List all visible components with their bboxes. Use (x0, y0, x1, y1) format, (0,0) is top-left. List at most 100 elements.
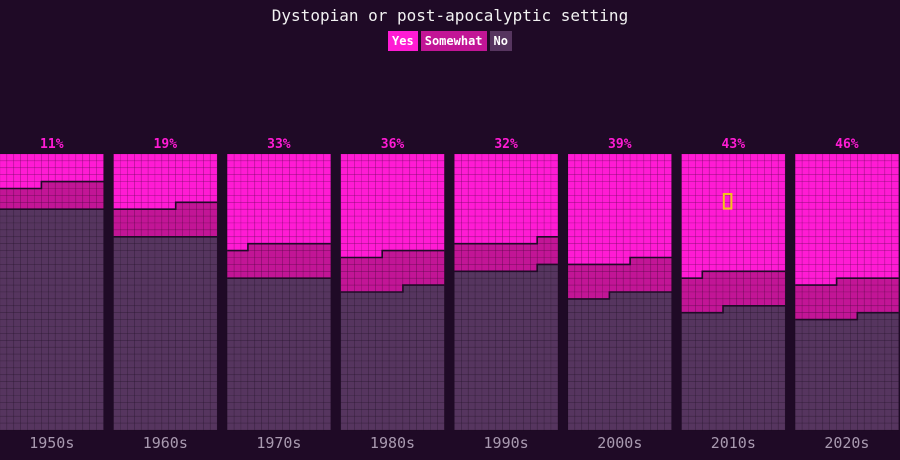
waffle-cell (629, 181, 638, 189)
waffle-cell (82, 319, 91, 327)
waffle-cell (708, 319, 717, 327)
waffle-cell (6, 402, 15, 410)
waffle-cell (209, 333, 218, 341)
waffle-cell (636, 277, 645, 286)
waffle-cell (615, 422, 624, 431)
waffle-cell (347, 388, 355, 396)
waffle-cell (203, 422, 211, 431)
waffle-cell (643, 160, 652, 169)
waffle-cell (189, 312, 197, 320)
waffle-cell (460, 388, 469, 396)
waffle-cell (402, 236, 411, 245)
waffle-cell (622, 381, 631, 389)
waffle-cell (423, 333, 431, 341)
waffle-cell (701, 374, 710, 382)
waffle-cell (701, 160, 710, 169)
waffle-cell (13, 333, 22, 341)
waffle-cell (254, 167, 263, 176)
waffle-cell (681, 333, 689, 341)
waffle-cell (168, 270, 177, 279)
waffle-cell (354, 402, 362, 410)
waffle-cell (89, 236, 97, 245)
legend-item-somewhat[interactable]: Somewhat (420, 31, 487, 51)
waffle-cell (843, 229, 851, 238)
waffle-cell (54, 353, 63, 362)
waffle-cell (664, 402, 672, 410)
waffle-cell (743, 243, 751, 251)
highlighted-cell[interactable] (722, 193, 733, 210)
waffle-cell (282, 408, 290, 417)
waffle-cell (275, 202, 283, 210)
waffle-cell (529, 229, 538, 238)
waffle-cell (61, 229, 70, 238)
legend-item-yes[interactable]: Yes (388, 31, 418, 51)
waffle-cell (430, 167, 438, 176)
waffle-cell (0, 160, 8, 169)
waffle-cell (536, 408, 545, 417)
waffle-cell (529, 236, 538, 245)
waffle-cell (295, 202, 304, 210)
yes-somewhat-boundary (795, 277, 899, 286)
waffle-cell (516, 408, 524, 417)
waffle-cell (877, 305, 886, 313)
waffle-cell (829, 243, 837, 251)
waffle-cell (361, 208, 369, 217)
waffle-cell (381, 305, 390, 313)
waffle-cell (870, 395, 879, 403)
waffle-cell (884, 222, 893, 231)
waffle-cell (275, 319, 283, 327)
waffle-cell (536, 208, 545, 217)
waffle-cell (602, 153, 610, 162)
waffle-cell (588, 284, 596, 293)
waffle-cell (196, 195, 204, 203)
waffle-cell (567, 250, 576, 258)
waffle-cell (354, 422, 362, 431)
waffle-cell (54, 381, 63, 389)
waffle-cell (402, 360, 411, 369)
waffle-cell (302, 195, 311, 203)
waffle-cell (764, 257, 772, 265)
waffle-cell (764, 333, 772, 341)
waffle-cell (657, 422, 665, 431)
waffle-cell (454, 222, 462, 231)
waffle-cell (757, 174, 765, 182)
waffle-cell (574, 270, 583, 279)
waffle-cell (113, 319, 121, 327)
waffle-cell (574, 167, 583, 176)
waffle-cell (203, 215, 211, 224)
waffle-cell (240, 415, 249, 424)
waffle-cell (203, 353, 211, 362)
waffle-cell (361, 181, 369, 189)
waffle-cell (536, 339, 545, 348)
waffle-cell (622, 319, 631, 327)
waffle-cell (402, 319, 411, 327)
waffle-cell (361, 333, 369, 341)
waffle-cell (502, 153, 510, 162)
waffle-cell (254, 243, 263, 251)
waffle-cell (395, 167, 404, 176)
waffle-cell (595, 339, 603, 348)
waffle-cell (96, 257, 104, 265)
waffle-cell (843, 415, 851, 424)
waffle-cell (750, 208, 758, 217)
waffle-cell (736, 408, 744, 417)
waffle-cell (543, 202, 552, 210)
waffle-cell (543, 422, 552, 431)
waffle-cell (182, 215, 190, 224)
waffle-cell (536, 222, 545, 231)
waffle-cell (47, 374, 56, 382)
waffle-cell (89, 408, 97, 417)
waffle-cell (0, 367, 8, 376)
waffle-cell (467, 174, 476, 182)
waffle-cell (416, 333, 424, 341)
waffle-cell (233, 215, 242, 224)
waffle-cell (695, 402, 703, 410)
waffle-cell (863, 153, 872, 162)
legend-item-no[interactable]: No (489, 31, 512, 51)
waffle-cell (488, 319, 497, 327)
waffle-cell (629, 339, 638, 348)
waffle-cell (622, 181, 631, 189)
waffle-cell (850, 312, 858, 320)
waffle-cell (54, 153, 63, 162)
waffle-cell (701, 367, 710, 376)
